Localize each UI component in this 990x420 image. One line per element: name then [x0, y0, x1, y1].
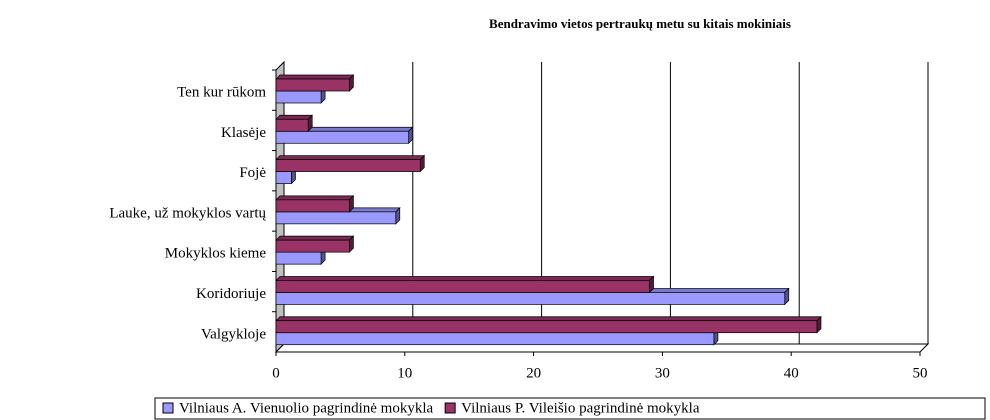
x-tick-label: 30 [655, 365, 670, 381]
y-tick-label: Lauke, už mokyklos vartų [109, 205, 266, 221]
bar [275, 235, 355, 253]
x-tick-label: 20 [526, 365, 541, 381]
bar-face [275, 332, 715, 346]
bar-face [275, 280, 650, 293]
y-tick-label: Koridoriuje [196, 286, 266, 302]
y-tick-label: Klasėje [221, 125, 266, 141]
y-tick-label: Valgykloje [201, 326, 266, 342]
bar-face [275, 292, 786, 305]
bar-face [275, 251, 322, 265]
bar-face [275, 239, 350, 253]
y-tick-label: Ten kur rūkom [177, 85, 266, 101]
bar-face [275, 74, 355, 80]
legend-label: Vilniaus A. Vienuolio pagrindinė mokykla [179, 400, 433, 416]
bar [275, 275, 655, 294]
bar [275, 114, 314, 133]
bar-face [275, 90, 322, 104]
x-tick-label: 50 [913, 365, 928, 381]
x-tick-label: 0 [272, 365, 280, 381]
y-tick-label: Fojė [239, 165, 266, 181]
x-tick-label: 10 [397, 365, 412, 381]
legend-box [154, 397, 986, 420]
legend-swatch [444, 402, 456, 414]
bar-face [275, 171, 292, 184]
bar-face [275, 276, 655, 281]
bar-face [275, 130, 410, 144]
bar [275, 195, 355, 213]
bar-face [275, 320, 818, 334]
floor [274, 343, 930, 353]
bar-face [275, 211, 397, 225]
bar-face [275, 155, 426, 160]
chart-title: Bendravimo vietos pertraukų metu su kita… [489, 16, 791, 31]
y-tick-label: Mokyklos kieme [165, 246, 267, 262]
bar-face [275, 78, 350, 92]
legend-label: Vilniaus P. Vileišio pagrindinė mokykla [461, 400, 700, 416]
x-tick-label: 40 [784, 365, 799, 381]
bar-face [275, 235, 355, 241]
bar [275, 315, 822, 334]
bar [275, 74, 355, 92]
bar-face [275, 118, 309, 132]
legend-swatch [162, 402, 174, 414]
bar [275, 154, 426, 173]
bar-face [275, 195, 355, 201]
bar-face [275, 316, 822, 322]
bar-face [275, 114, 314, 120]
bar-face [275, 199, 350, 213]
bar-face [275, 159, 421, 172]
